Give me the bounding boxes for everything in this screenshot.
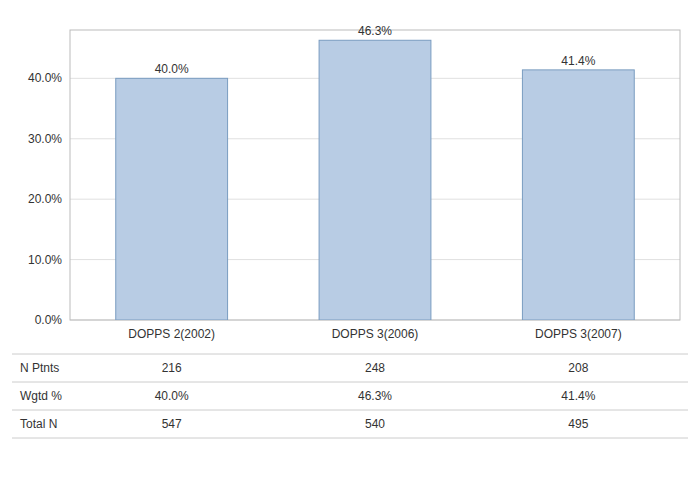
x-tick-label: DOPPS 3(2007) xyxy=(535,327,622,341)
y-tick-label: 0.0% xyxy=(35,313,63,327)
table-cell: 46.3% xyxy=(358,389,392,403)
table-cell: 248 xyxy=(365,361,385,375)
table-rule xyxy=(12,354,688,355)
table-rule xyxy=(12,382,688,383)
table-cell: 208 xyxy=(568,361,588,375)
table-cell: 547 xyxy=(162,417,182,431)
table-cell: 41.4% xyxy=(561,389,595,403)
y-tick-label: 10.0% xyxy=(28,253,62,267)
table-cell: 495 xyxy=(568,417,588,431)
data-label: 41.4% xyxy=(561,54,595,68)
data-label: 40.0% xyxy=(155,62,189,76)
y-tick-label: 30.0% xyxy=(28,132,62,146)
plot-frame xyxy=(70,30,680,320)
chart: 0.0% 10.0% 20.0% 30.0% 40.0% 40.0% 46.3% 41.4% D… xyxy=(0,0,700,500)
bar xyxy=(319,40,431,320)
bar xyxy=(116,78,228,320)
y-tick-label: 20.0% xyxy=(28,192,62,206)
bar xyxy=(522,70,634,320)
table: N Ptnts 216 248 208 Wgtd % 40.0% 46.3% 41.4% Tot… xyxy=(12,354,688,438)
y-tick-label: 40.0% xyxy=(28,71,62,85)
table-rule xyxy=(12,410,688,411)
table-row-label: Wgtd % xyxy=(20,389,62,403)
table-rule xyxy=(12,438,688,439)
bars xyxy=(116,40,635,320)
x-tick-label: DOPPS 2(2002) xyxy=(128,327,215,341)
data-label: 46.3% xyxy=(358,24,392,38)
x-tick-label: DOPPS 3(2006) xyxy=(332,327,419,341)
table-row-label: Total N xyxy=(20,417,57,431)
table-cell: 216 xyxy=(162,361,182,375)
table-cell: 540 xyxy=(365,417,385,431)
table-cell: 40.0% xyxy=(155,389,189,403)
table-row-label: N Ptnts xyxy=(20,361,59,375)
